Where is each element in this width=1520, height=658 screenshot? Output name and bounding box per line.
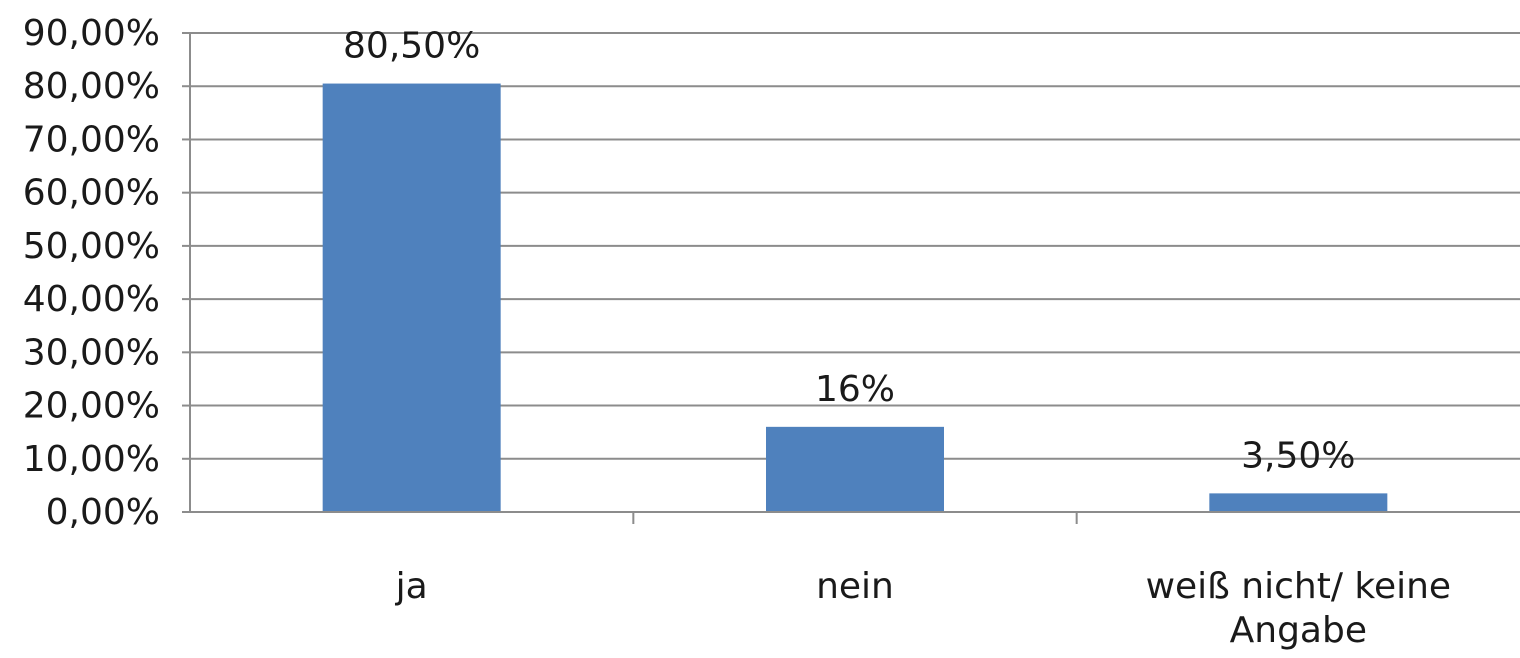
data-labels: 80,50% 16% 3,50% (343, 26, 1355, 477)
y-tick-label: 40,00% (23, 279, 160, 320)
category-labels: ja nein weiß nicht/ keine Angabe (395, 566, 1451, 651)
y-tick-label: 0,00% (46, 492, 160, 533)
y-tick-label: 20,00% (23, 386, 160, 427)
data-label: 16% (815, 369, 895, 410)
y-tick-label: 80,00% (23, 66, 160, 107)
y-tick-label: 60,00% (23, 173, 160, 214)
bar (766, 426, 944, 512)
bar (1209, 493, 1388, 512)
bars (322, 83, 1388, 513)
category-label-line: Angabe (1230, 610, 1367, 651)
y-tick-label: 30,00% (23, 332, 160, 373)
y-tick-label: 50,00% (23, 226, 160, 267)
category-label: nein (816, 566, 894, 607)
axes (182, 32, 1520, 524)
y-tick-label: 70,00% (23, 119, 160, 160)
category-label-line: nein (816, 566, 894, 607)
category-label: weiß nicht/ keine Angabe (1146, 566, 1452, 651)
category-label-line: weiß nicht/ keine (1146, 566, 1452, 607)
data-label: 80,50% (343, 26, 480, 67)
y-tick-labels: 0,00% 10,00% 20,00% 30,00% 40,00% 50,00% 60,00… (23, 13, 160, 533)
category-label: ja (395, 566, 428, 607)
category-label-line: ja (395, 566, 428, 607)
y-tick-label: 10,00% (23, 439, 160, 480)
y-tick-label: 90,00% (23, 13, 160, 54)
bar (322, 83, 501, 513)
data-label: 3,50% (1241, 435, 1355, 476)
